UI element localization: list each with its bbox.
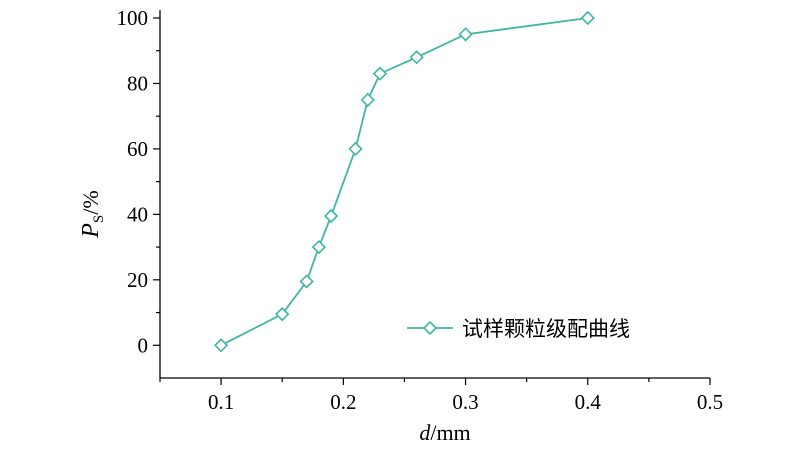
y-tick-label: 100 [117,6,149,30]
series-line [220,17,588,347]
x-tick-label: 0.4 [575,390,602,414]
data-point-marker [580,10,595,26]
y-axis-sub: S [91,215,107,223]
data-point-marker [311,239,327,255]
data-point-marker [409,50,424,65]
y-tick-label: 20 [127,268,148,292]
legend-marker [422,320,438,336]
data-point-marker [213,338,229,353]
data-point-marker [299,274,314,289]
svg-text:PS/%: PS/% [78,190,107,238]
y-tick-label: 40 [127,202,148,226]
data-point-marker [360,92,375,107]
y-axis-unit: /% [78,190,103,214]
y-tick-label: 0 [138,333,149,357]
y-tick-label: 80 [127,71,148,95]
data-point-marker [275,307,290,322]
data-point-marker [458,27,473,42]
y-ticks: 0 20 40 60 80 100 [117,6,160,357]
x-axis-title: d/mm [419,420,470,445]
x-ticks: 0.1 0.2 0.3 0.4 0.5 [159,378,723,414]
x-tick-label: 0.1 [208,390,234,414]
x-tick-label: 0.5 [697,390,723,414]
axes [159,10,710,379]
y-tick-label: 60 [127,137,148,161]
legend: 试样颗粒级配曲线 [407,317,630,341]
data-point-marker [323,208,339,224]
y-axis-var: P [78,223,104,239]
x-axis-unit: /mm [430,420,470,445]
y-axis-title: PS/% [78,190,107,238]
x-axis-var: d [419,420,431,445]
x-tick-label: 0.2 [330,390,356,414]
data-point-marker [372,66,388,81]
x-tick-label: 0.3 [452,390,478,414]
data-point-marker [348,141,363,157]
legend-label: 试样颗粒级配曲线 [462,317,630,341]
series-layer [213,10,595,353]
